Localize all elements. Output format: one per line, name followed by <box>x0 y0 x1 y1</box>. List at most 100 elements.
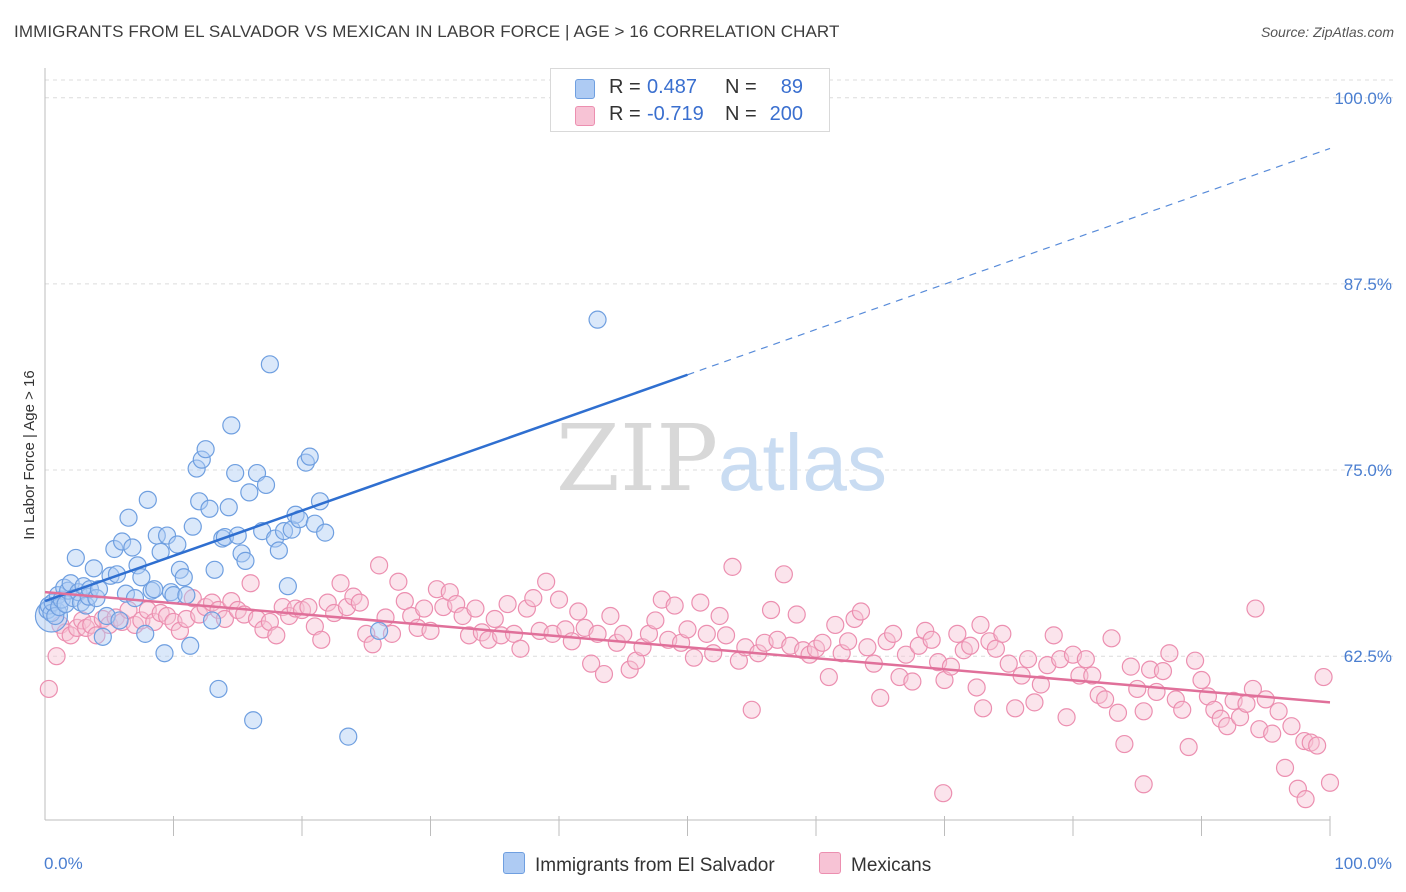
legend-r-label: R = <box>609 76 641 98</box>
mexicans-point-89 <box>601 606 620 626</box>
mexicans-point-142 <box>941 657 961 676</box>
el-salvador-point-68 <box>240 483 259 502</box>
mexicans-point-143 <box>948 624 967 643</box>
mexicans-point-103 <box>691 593 710 612</box>
y-tick-label-3: 62.5% <box>1344 647 1392 666</box>
el-salvador-point-88 <box>588 310 607 329</box>
el-salvador-point-69 <box>244 711 263 730</box>
el-salvador-point-28 <box>110 611 129 630</box>
mexicans-point-68 <box>466 599 485 618</box>
el-salvador-point-20 <box>84 559 103 578</box>
mexicans-point-107 <box>716 626 736 645</box>
legend-n-value: 200 <box>769 103 803 125</box>
mexicans-point-104 <box>697 624 716 643</box>
el-salvador-point-4 <box>46 606 65 626</box>
y-tick-label-0: 100.0% <box>1334 89 1392 108</box>
el-salvador-point-54 <box>192 450 211 469</box>
mexicans-trend-line <box>44 590 1331 704</box>
mexicans-point-83 <box>562 632 581 651</box>
mexicans-point-116 <box>774 565 793 584</box>
el-salvador-point-50 <box>181 636 200 655</box>
mexicans-point-191 <box>1256 690 1275 709</box>
mexicans-point-155 <box>1025 693 1044 712</box>
el-salvador-point-62 <box>219 498 238 517</box>
mexicans-point-56 <box>389 572 408 591</box>
legend-r-label: R = <box>609 103 641 125</box>
watermark: ZIP atlas <box>556 405 887 512</box>
mexicans-point-183 <box>1205 700 1224 719</box>
tick-labels: 100.0% 87.5% 75.0% 62.5% 0.0% 100.0% <box>44 89 1392 873</box>
el-salvador-point-48 <box>174 568 193 587</box>
mexicans-point-166 <box>1096 690 1115 709</box>
legend-n-value: 89 <box>780 76 803 98</box>
bottom-swatch-blue <box>503 852 525 874</box>
mexicans-point-123 <box>819 667 838 687</box>
mexicans-point-106 <box>710 606 729 626</box>
mexicans-point-172 <box>1134 702 1153 721</box>
mexicans-point-185 <box>1218 717 1237 736</box>
mexicans-point-44 <box>312 630 331 649</box>
bottom-legend-mexicans: Mexicans <box>819 852 931 877</box>
el-salvador-point-83 <box>305 514 324 533</box>
el-salvador-point-44 <box>161 583 181 602</box>
mexicans-point-136 <box>903 672 922 691</box>
el-salvador-trend-line <box>44 373 688 603</box>
source-label: Source: ZipAtlas.com <box>1260 24 1394 40</box>
mexicans-point-96 <box>646 611 665 630</box>
legend-row-mexicans: R = -0.719 N = 200 <box>551 102 829 128</box>
mexicans-point-71 <box>485 609 504 629</box>
mexicans-point-81 <box>549 590 569 609</box>
mexicans-point-76 <box>517 599 536 618</box>
el-salvador-point-57 <box>202 611 222 630</box>
mexicans-point-139 <box>922 630 941 649</box>
mexicans-point-73 <box>498 594 517 614</box>
mexicans-point-151 <box>999 654 1018 673</box>
el-salvador-trend-extension <box>687 147 1331 376</box>
mexicans-point-202 <box>934 784 953 803</box>
el-salvador-point-72 <box>256 475 276 495</box>
mexicans-point-160 <box>1057 708 1076 727</box>
el-salvador-point-82 <box>300 447 319 466</box>
bottom-swatch-pink <box>819 852 841 874</box>
mexicans-point-0 <box>39 679 58 699</box>
mexicans-point-7 <box>77 618 96 638</box>
el-salvador-point-29 <box>112 532 132 551</box>
el-salvador-point-56 <box>200 499 219 518</box>
el-salvador-point-51 <box>183 517 202 536</box>
mexicans-point-105 <box>704 644 723 663</box>
mexicans-point-47 <box>331 574 350 593</box>
mexicans-point-92 <box>620 660 639 679</box>
mexicans-point-99 <box>665 596 684 615</box>
mexicans-point-102 <box>684 648 704 667</box>
mexicans-point-45 <box>318 593 337 612</box>
el-salvador-point-73 <box>260 355 279 374</box>
mexicans-point-180 <box>1185 651 1205 670</box>
mexicans-point-33 <box>241 574 260 593</box>
mexicans-point-145 <box>961 636 980 655</box>
mexicans-point-108 <box>723 557 742 576</box>
watermark-atlas: atlas <box>718 418 887 507</box>
legend-n-label: N = <box>725 76 757 98</box>
mexicans-point-131 <box>871 688 890 707</box>
mexicans-point-88 <box>594 664 614 684</box>
bottom-legend-el-salvador: Immigrants from El Salvador <box>503 852 775 877</box>
legend-swatch-blue <box>575 79 595 99</box>
el-salvador-point-55 <box>196 440 215 459</box>
mexicans-point-192 <box>1263 724 1282 743</box>
mexicans-point-205 <box>1246 599 1265 618</box>
mexicans-point-122 <box>813 633 832 652</box>
bottom-legend-label-el-salvador: Immigrants from El Salvador <box>535 855 775 876</box>
mexicans-point-178 <box>1173 700 1192 719</box>
mexicans-point-84 <box>569 602 588 621</box>
grid-lines <box>45 79 1395 657</box>
mexicans-point-175 <box>1153 661 1173 681</box>
mexicans-point-170 <box>1121 657 1140 676</box>
el-salvador-point-85 <box>316 523 335 542</box>
mexicans-point-60 <box>414 599 434 618</box>
mexicans-point-184 <box>1211 709 1230 728</box>
el-salvador-point-36 <box>136 624 155 643</box>
mexicans-point-181 <box>1192 670 1211 690</box>
correlation-legend: R = 0.487 N = 89 R = -0.719 N = 200 <box>550 68 830 132</box>
mexicans-point-154 <box>1018 650 1038 669</box>
